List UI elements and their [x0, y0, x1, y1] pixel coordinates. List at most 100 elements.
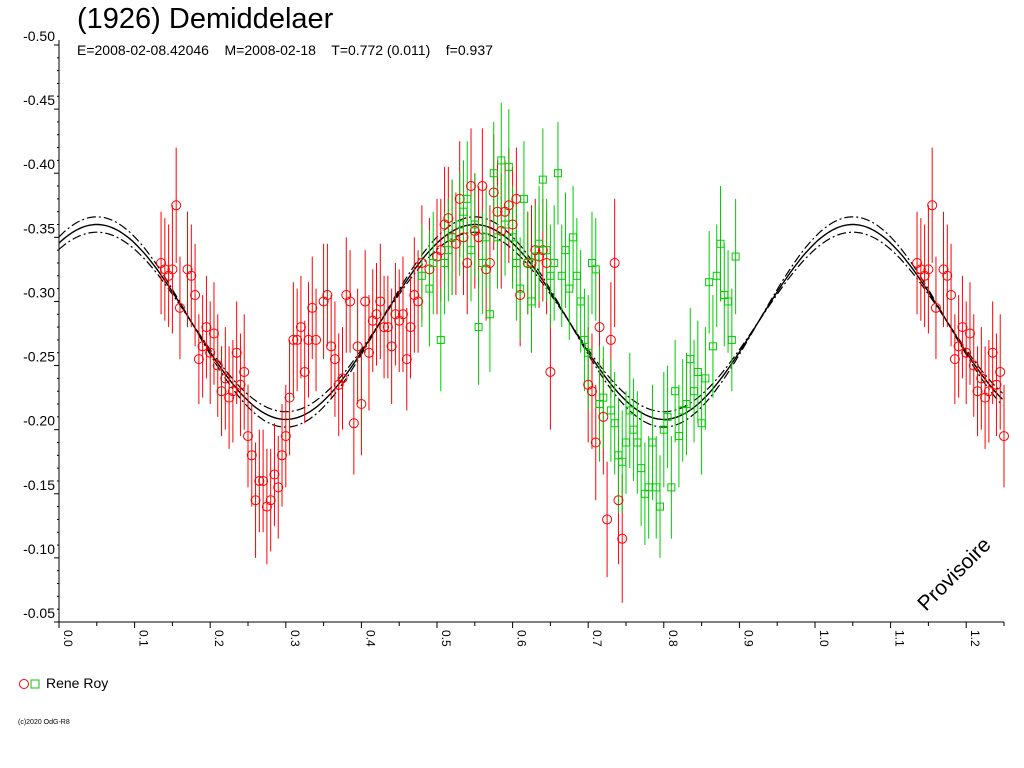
data-point-square [712, 271, 721, 280]
data-point-square [724, 297, 733, 306]
data-point-square [693, 367, 702, 376]
data-point-circle [277, 450, 288, 461]
data-point-square [648, 438, 657, 447]
ephemeris-parameters: E=2008-02-08.42046 M=2008-02-18 T=0.772 … [77, 42, 493, 58]
y-tick-label: -0.45 [23, 92, 55, 108]
data-point-circle [235, 379, 246, 390]
data-point-square [576, 297, 585, 306]
y-tick-label: -0.10 [23, 541, 55, 557]
data-point-circle [273, 482, 284, 493]
data-point-circle [197, 341, 208, 352]
data-point-square [535, 239, 544, 248]
x-tick-label: 0.0 [61, 630, 75, 647]
data-point-circle [212, 360, 223, 371]
data-point-square [565, 284, 574, 293]
data-point-square [527, 297, 536, 306]
data-point-circle [295, 322, 306, 333]
data-point-circle [246, 450, 257, 461]
data-point-circle [269, 469, 280, 480]
x-tick-label: 1.2 [968, 630, 982, 647]
x-tick-label: 0.6 [515, 630, 529, 647]
data-point-circle [322, 290, 333, 301]
data-point-square [637, 464, 646, 473]
data-point-circle [375, 296, 386, 307]
data-point-circle [605, 334, 616, 345]
data-point-circle [927, 200, 938, 211]
data-point-square [663, 412, 672, 421]
data-point-circle [545, 366, 556, 377]
data-point-square [580, 335, 589, 344]
data-point-circle [987, 347, 998, 358]
data-point-square [417, 271, 426, 280]
data-point-square [622, 438, 630, 447]
data-point-circle [594, 322, 605, 333]
data-point-square [489, 169, 498, 178]
data-point-circle [416, 257, 427, 268]
data-point-circle [930, 302, 941, 313]
data-point-circle [964, 328, 975, 339]
x-tick-label: 0.3 [288, 630, 302, 647]
data-point-circle [356, 399, 367, 410]
data-point-circle [999, 431, 1009, 442]
data-point-circle [220, 373, 231, 384]
data-point-square [561, 246, 570, 255]
data-point-circle [360, 296, 371, 307]
data-point-circle [303, 334, 314, 345]
data-point-circle [231, 347, 242, 358]
data-point-circle [443, 213, 454, 224]
data-point-circle [288, 334, 299, 345]
data-point-square [701, 374, 710, 383]
y-tick-label: -0.05 [23, 605, 55, 621]
data-point-circle [991, 379, 1002, 390]
data-point-square [444, 246, 453, 255]
data-point-circle [976, 373, 987, 384]
data-point-circle [382, 322, 393, 333]
data-point-circle [609, 257, 620, 268]
data-point-square [671, 387, 680, 396]
data-point-square [440, 258, 449, 267]
data-point-square [519, 194, 528, 203]
y-tick-label: -0.30 [23, 284, 55, 300]
x-tick-label: 1.1 [893, 630, 907, 647]
data-point-circle [174, 302, 185, 313]
data-point-circle [250, 495, 261, 506]
data-point-square [546, 271, 555, 280]
data-point-circle [329, 354, 340, 365]
x-tick-label: 0.5 [439, 630, 453, 647]
data-point-square [656, 502, 665, 511]
data-point-circle [292, 334, 303, 345]
x-tick-label: 0.8 [666, 630, 680, 647]
data-point-circle [205, 347, 216, 358]
data-point-circle [167, 264, 178, 275]
data-point-circle [326, 341, 337, 352]
data-point-square [652, 483, 661, 492]
x-tick-label: 0.4 [363, 630, 377, 647]
data-point-circle [397, 309, 408, 320]
y-tick-label: -0.25 [23, 349, 55, 365]
chart-title: (1926) Demiddelaer [77, 3, 334, 35]
data-point-square [572, 271, 581, 280]
data-point-circle [284, 392, 295, 403]
data-point-square [523, 258, 532, 267]
data-point-square [429, 258, 438, 267]
x-tick-label: 0.7 [590, 630, 604, 647]
legend: Rene Roy [18, 675, 108, 691]
data-point-square [485, 310, 494, 319]
data-point-circle [311, 334, 322, 345]
data-point-circle [488, 187, 499, 198]
data-point-circle [503, 200, 514, 211]
data-point-circle [613, 495, 624, 506]
data-point-square [697, 419, 706, 428]
data-point-square [599, 393, 608, 402]
data-point-circle [352, 341, 363, 352]
data-point-square [474, 323, 483, 332]
data-point-circle [949, 354, 960, 365]
data-point-circle [307, 302, 318, 313]
data-point-square [674, 432, 683, 441]
y-tick-label: -0.20 [23, 413, 55, 429]
data-point-circle [193, 354, 204, 365]
data-point-circle [413, 296, 424, 307]
data-point-square [731, 252, 740, 261]
data-point-circle [405, 322, 416, 333]
